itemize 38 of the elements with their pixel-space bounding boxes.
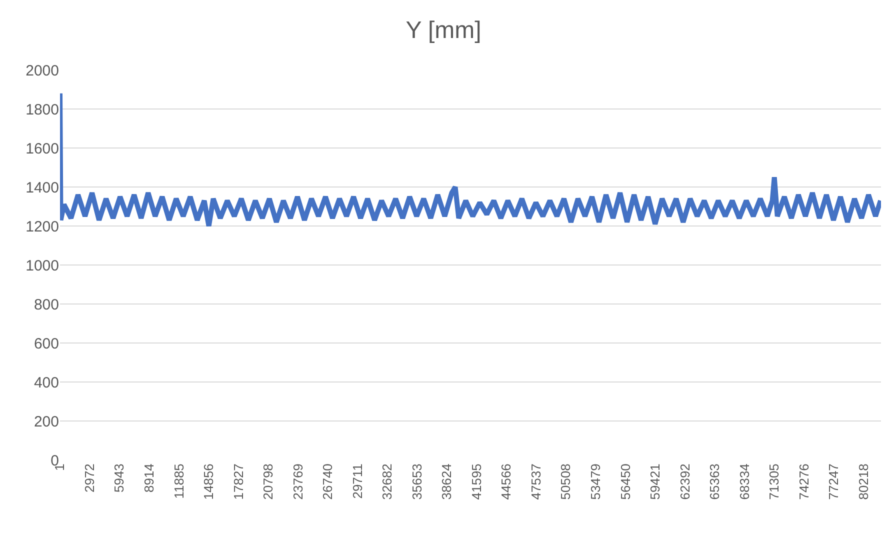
x-tick-label: 26740 xyxy=(320,464,336,500)
x-tick-label: 35653 xyxy=(409,464,424,500)
x-tick-label: 20798 xyxy=(260,464,276,500)
y-tick-label: 1400 xyxy=(26,179,59,196)
x-tick-label: 59421 xyxy=(648,464,663,500)
y-tick-label: 600 xyxy=(34,335,59,352)
x-tick-label: 50508 xyxy=(558,464,574,500)
x-tick-label: 8914 xyxy=(142,464,157,493)
x-tick-label: 80218 xyxy=(856,464,871,500)
x-tick-label: 65363 xyxy=(707,464,722,500)
y-tick-label: 1200 xyxy=(26,218,59,236)
x-tick-label: 17827 xyxy=(230,464,246,500)
x-tick-label: 47537 xyxy=(528,464,544,500)
y-tick-label: 2000 xyxy=(26,62,59,80)
x-tick-label: 53479 xyxy=(588,464,604,500)
x-tick-label: 41595 xyxy=(468,464,484,500)
y-tick-label: 400 xyxy=(34,374,59,392)
chart-title: Y [mm] xyxy=(406,17,482,44)
x-tick-label: 71305 xyxy=(766,464,782,500)
x-tick-label: 38624 xyxy=(439,464,454,500)
x-tick-label: 62392 xyxy=(677,464,692,500)
x-tick-label: 56450 xyxy=(618,464,633,500)
x-tick-label: 14856 xyxy=(201,464,216,500)
y-tick-label: 200 xyxy=(34,413,59,430)
y-tick-label: 1800 xyxy=(26,101,59,118)
x-tick-label: 29711 xyxy=(350,464,365,499)
x-tick-label: 5943 xyxy=(112,464,127,493)
x-tick-label: 44566 xyxy=(498,464,514,500)
x-tick-label: 11885 xyxy=(171,464,186,499)
x-tick-label: 74276 xyxy=(796,464,812,500)
x-tick-label: 32682 xyxy=(380,464,395,500)
x-tick-label: 68334 xyxy=(736,464,752,500)
y-tick-label: 1000 xyxy=(26,257,59,274)
y-tick-label: 1600 xyxy=(26,140,59,158)
x-tick-label: 77247 xyxy=(826,464,842,500)
y-tick-label: 800 xyxy=(34,296,59,314)
x-tick-label: 23769 xyxy=(290,464,306,500)
x-tick-label: 2972 xyxy=(82,464,97,493)
